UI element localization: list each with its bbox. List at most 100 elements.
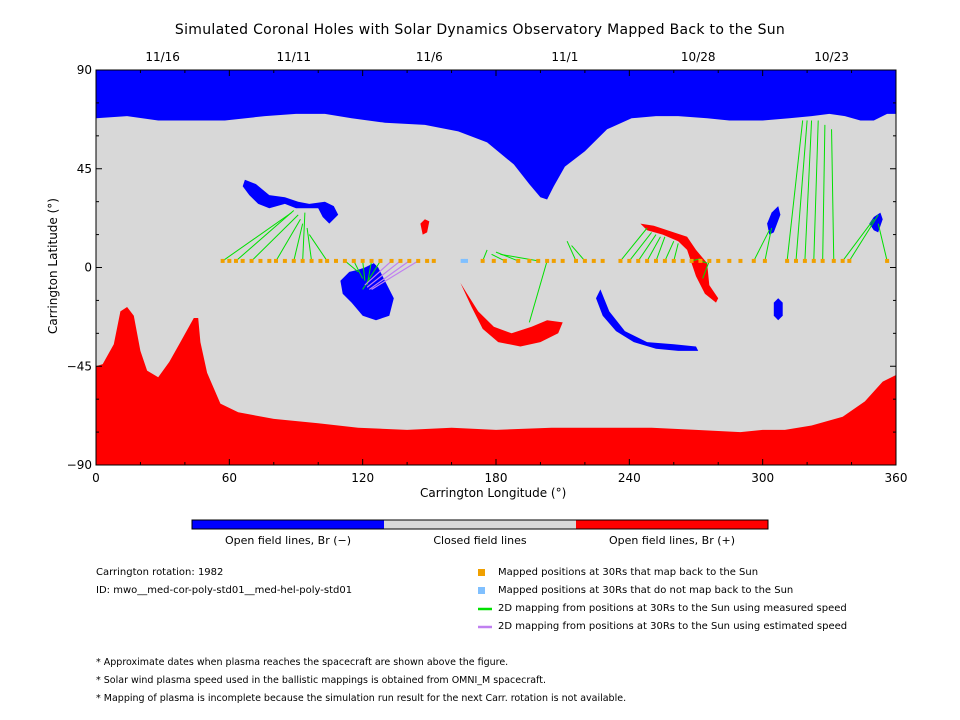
mapped-position-marker: [536, 258, 541, 263]
mapped-position-marker: [220, 258, 225, 263]
mapped-position-marker: [342, 258, 347, 263]
mapped-position-marker: [318, 258, 323, 263]
mapped-position-marker: [240, 258, 245, 263]
measured-speed-mapping-line: [528, 260, 548, 323]
colorbar-label-positive: Open field lines, Br (+): [608, 534, 736, 547]
coronal-hole-negative-5: [767, 206, 781, 235]
measured-speed-mapping-line: [235, 210, 295, 262]
mapped-position-marker: [574, 258, 578, 263]
measured-speed-mapping-line: [293, 223, 304, 262]
carrington-rotation: Carrington rotation: 1982: [96, 567, 224, 578]
measured-speed-mapping-line: [673, 243, 679, 262]
measured-speed-mapping-line: [637, 234, 657, 262]
coronal-hole-positive-3: [420, 219, 430, 235]
measured-speed-mapping-line: [646, 236, 661, 262]
x-tick-label: 120: [351, 471, 374, 485]
measured-speed-mapping-line: [251, 214, 299, 262]
measured-speed-mapping-line: [664, 240, 675, 262]
mapped-position-marker: [820, 258, 825, 263]
legend-text: Mapped positions at 30Rs that map back t…: [498, 567, 759, 578]
measured-speed-mapping-line: [813, 120, 819, 261]
x-tick-label: 300: [751, 471, 774, 485]
run-id: ID: mwo__med-cor-poly-std01__med-hel-pol…: [96, 585, 353, 596]
mapped-position-marker: [738, 258, 743, 263]
mapped-position-marker: [885, 258, 890, 263]
mapped-position-marker: [234, 258, 238, 263]
mapped-position-marker: [407, 258, 412, 263]
date-label: 10/28: [681, 50, 716, 64]
date-label: 11/6: [416, 50, 443, 64]
measured-speed-mapping-line: [848, 214, 879, 262]
colorbar-segment: [384, 520, 576, 529]
mapped-position-marker: [591, 258, 596, 263]
south-polar-coronal-hole: [96, 307, 896, 465]
mapped-position-marker: [416, 258, 421, 263]
mapped-position-marker: [698, 258, 703, 263]
colorbar-label-closed: Closed field lines: [433, 534, 527, 547]
green-line-icon: [478, 607, 492, 611]
mapped-position-marker: [618, 258, 623, 263]
measured-speed-mapping-line: [628, 232, 652, 262]
measured-speed-mapping-line: [571, 245, 586, 262]
mapped-position-marker: [258, 258, 263, 263]
mapped-position-marker: [831, 258, 836, 263]
y-tick-label: −90: [67, 458, 92, 472]
mapped-position-marker: [480, 258, 485, 263]
colorbar-label-negative: Open field lines, Br (−): [224, 534, 352, 547]
mapped-position-marker: [627, 258, 632, 263]
measured-speed-mapping-line: [786, 120, 804, 261]
mapped-position-marker: [491, 258, 496, 263]
x-axis-label: Carrington Longitude (°): [420, 486, 567, 500]
mapped-position-marker: [300, 258, 305, 263]
coronal-hole-positive-1: [460, 282, 563, 347]
coronal-hole-negative-1: [242, 179, 339, 224]
measured-speed-mapping-line: [306, 227, 313, 261]
mapped-position-marker: [527, 258, 532, 263]
measured-speed-mapping-line: [344, 260, 359, 273]
x-tick-label: 180: [485, 471, 508, 485]
measured-speed-mapping-line: [764, 227, 773, 262]
mapped-position-marker: [267, 258, 272, 263]
date-label: 11/11: [276, 50, 311, 64]
x-tick-label: 60: [222, 471, 237, 485]
measured-speed-mapping-line: [842, 218, 875, 262]
y-tick-label: −45: [67, 359, 92, 373]
chart-title: Simulated Coronal Holes with Solar Dynam…: [174, 22, 786, 38]
legend-text: Mapped positions at 30Rs that do not map…: [498, 585, 794, 596]
mapped-position-marker: [351, 258, 356, 263]
estimated-speed-mapping-line: [364, 260, 392, 286]
mapped-position-marker: [840, 258, 845, 263]
mapped-position-marker: [309, 258, 314, 263]
north-polar-coronal-hole: [96, 70, 896, 200]
mapped-position-marker: [334, 258, 338, 263]
legend-text: 2D mapping from positions at 30Rs to the…: [498, 603, 847, 614]
mapped-position-marker: [727, 258, 732, 263]
colorbar-frame: [191, 519, 769, 530]
coronal-hole-negative-6: [773, 298, 783, 321]
measured-speed-mapping-line: [353, 260, 364, 279]
measured-speed-mapping-line: [877, 223, 888, 262]
measured-speed-mapping-line: [831, 129, 835, 261]
mapped-position-marker: [425, 258, 430, 263]
mapped-position-marker: [325, 258, 330, 263]
footnote: * Mapping of plasma is incomplete becaus…: [96, 693, 627, 704]
measured-speed-mapping-line: [495, 251, 519, 262]
x-tick-label: 360: [885, 471, 908, 485]
mapped-position-marker: [645, 258, 650, 263]
measured-speed-mapping-line: [491, 253, 506, 262]
mapped-position-marker: [398, 258, 403, 263]
mapped-position-marker: [785, 258, 790, 263]
mapped-position-marker: [282, 258, 287, 263]
coronal-hole-positive-2: [640, 223, 719, 303]
mapped-position-marker: [847, 258, 852, 263]
date-label: 11/16: [145, 50, 180, 64]
unmapped-position-marker: [460, 258, 465, 263]
unmapped-position-marker: [464, 258, 468, 263]
mapped-position-marker: [707, 258, 712, 263]
mapped-position-marker: [431, 258, 436, 263]
mapped-position-marker: [671, 258, 676, 263]
mapped-position-marker: [545, 258, 550, 263]
orange-square-icon: [478, 569, 485, 576]
x-tick-label: 0: [92, 471, 100, 485]
